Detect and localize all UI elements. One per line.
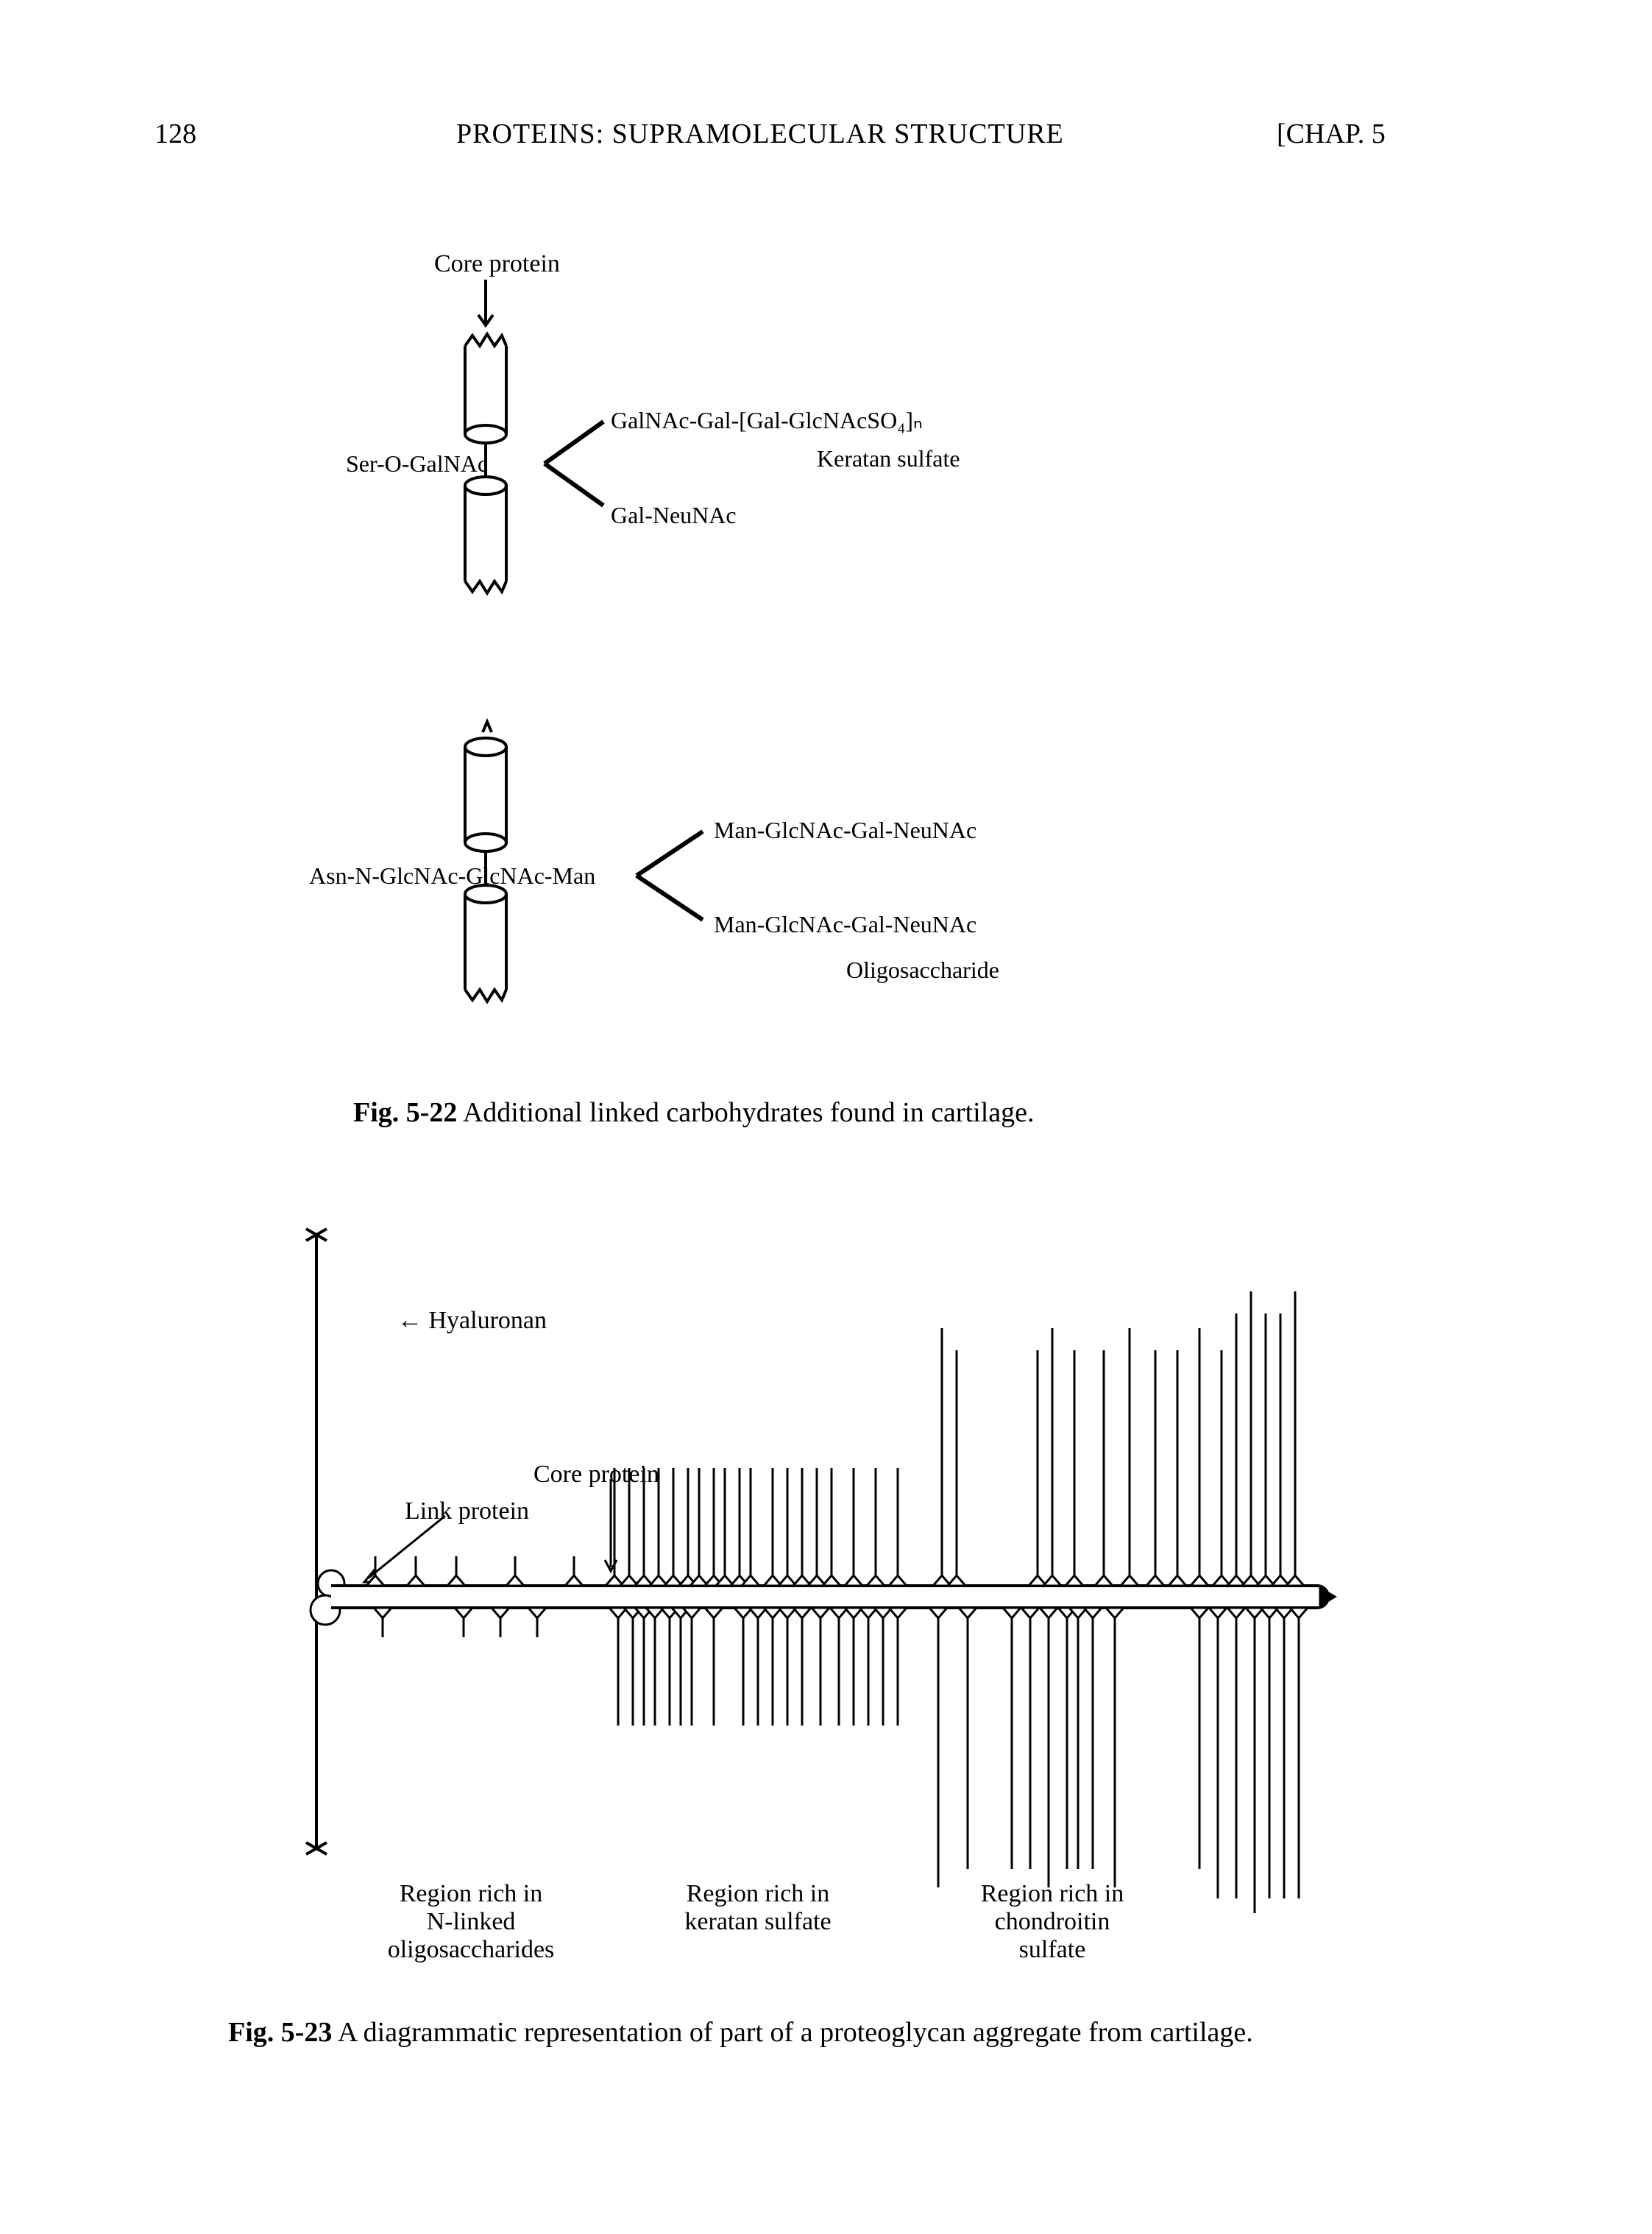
fig22-caption-text: Additional linked carbohydrates found in… bbox=[457, 1097, 1034, 1128]
fig22-label-gal-neunac: Gal-NeuNAc bbox=[611, 502, 737, 529]
fig23-label-hyaluronan: ← Hyaluronan bbox=[397, 1307, 547, 1335]
fig23-region1-l1: Region rich in bbox=[353, 1880, 589, 1908]
fig23-region2-l1: Region rich in bbox=[640, 1880, 876, 1908]
fig22-label-keratan-sulfate: Keratan sulfate bbox=[817, 445, 960, 472]
fig23-region3-l3: sulfate bbox=[935, 1936, 1170, 1964]
fig22-label-ser-o-galnac: Ser-O-GalNAc bbox=[346, 450, 488, 478]
page-number: 128 bbox=[155, 118, 196, 150]
chapter-label: [CHAP. 5 bbox=[1277, 118, 1386, 150]
fig23-caption-text: A diagrammatic representation of part of… bbox=[332, 2017, 1252, 2048]
fig23-label-link-protein: Link protein bbox=[405, 1497, 529, 1525]
fig23-region3-l2: chondroitin bbox=[935, 1908, 1170, 1936]
arrow-left-icon: ← bbox=[397, 1307, 422, 1334]
fig23-region2: Region rich in keratan sulfate bbox=[640, 1880, 876, 1936]
fig23-hyaluronan-text: Hyaluronan bbox=[429, 1307, 547, 1334]
fig23-label-core-protein: Core protein bbox=[533, 1461, 659, 1489]
fig22-label-asn-chain: Asn-N-GlcNAc-GlcNAc-Man bbox=[309, 862, 595, 890]
fig23-caption: Fig. 5-23 A diagrammatic representation … bbox=[228, 2016, 1253, 2049]
fig22-label-oligosaccharide: Oligosaccharide bbox=[846, 957, 999, 984]
fig23-region1: Region rich in N-linked oligosaccharides bbox=[353, 1880, 589, 1964]
fig23-region3: Region rich in chondroitin sulfate bbox=[935, 1880, 1170, 1964]
fig22-label-man-branch-bottom: Man-GlcNAc-Gal-NeuNAc bbox=[714, 911, 976, 938]
fig22-label-man-branch-top: Man-GlcNAc-Gal-NeuNAc bbox=[714, 817, 976, 844]
fig23-region1-l3: oligosaccharides bbox=[353, 1936, 589, 1964]
fig23-caption-bold: Fig. 5-23 bbox=[228, 2017, 332, 2048]
fig23-region2-l2: keratan sulfate bbox=[640, 1908, 876, 1936]
page-title: PROTEINS: SUPRAMOLECULAR STRUCTURE bbox=[456, 118, 1064, 150]
fig22-caption: Fig. 5-22 Additional linked carbohydrate… bbox=[353, 1096, 1034, 1129]
fig22-caption-bold: Fig. 5-22 bbox=[353, 1097, 457, 1128]
fig23-region1-l2: N-linked bbox=[353, 1908, 589, 1936]
fig22-label-branch-top: GalNAc-Gal-[Gal-GlcNAcSO₄]ₙ bbox=[611, 406, 923, 434]
fig23-region3-l1: Region rich in bbox=[935, 1880, 1170, 1908]
